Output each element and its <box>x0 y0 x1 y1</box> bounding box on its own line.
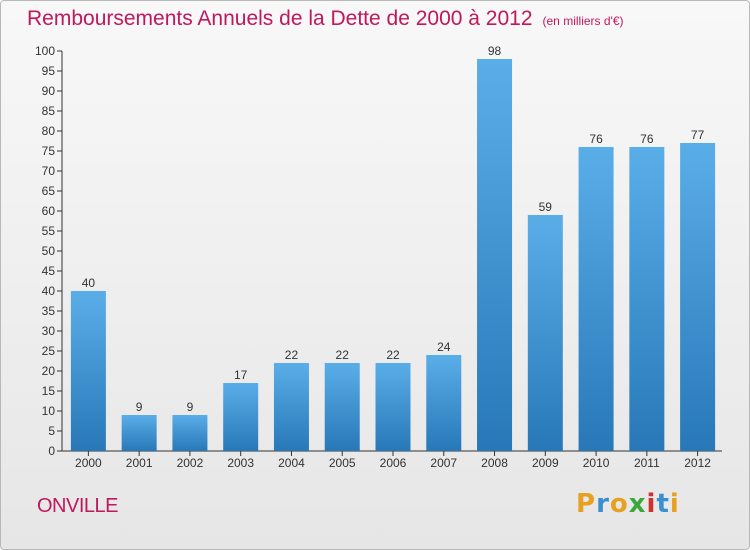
x-tick-label: 2010 <box>583 456 610 470</box>
x-tick-label: 2009 <box>532 456 559 470</box>
logo-letter: P <box>576 489 597 519</box>
bar <box>223 383 259 451</box>
y-tick-label: 100 <box>35 44 55 58</box>
y-tick-label: 60 <box>42 204 56 218</box>
bar-chart: 0 5 10 15 20 25 30 35 40 45 50 55 60 65 70 75 80 85 90 95 10… <box>35 44 722 470</box>
data-label: 22 <box>285 348 299 362</box>
place-name: ONVILLE <box>37 495 118 517</box>
bar <box>324 363 360 451</box>
data-label: 98 <box>488 44 502 58</box>
y-tick-label: 75 <box>42 144 56 158</box>
bar <box>121 415 157 451</box>
y-tick-label: 80 <box>42 124 56 138</box>
bar <box>680 143 716 451</box>
y-tick-label: 35 <box>42 304 56 318</box>
y-tick-label: 50 <box>42 244 56 258</box>
logo-letter: i <box>669 489 680 519</box>
y-tick-label: 20 <box>42 364 56 378</box>
y-tick-label: 10 <box>42 404 56 418</box>
y-tick-label: 15 <box>42 384 56 398</box>
logo-letter: r <box>596 489 610 519</box>
data-label: 59 <box>539 200 553 214</box>
proxiti-logo[interactable]: Proxiti <box>576 489 680 519</box>
bar <box>426 355 462 451</box>
y-tick-label: 45 <box>42 264 56 278</box>
x-tick-label: 2002 <box>177 456 204 470</box>
x-tick-label: 2008 <box>481 456 508 470</box>
data-label: 22 <box>386 348 400 362</box>
bar <box>70 291 106 451</box>
data-label: 77 <box>691 128 705 142</box>
logo-letter: o <box>609 489 629 519</box>
bar <box>477 59 513 451</box>
y-tick-label: 25 <box>42 344 56 358</box>
x-tick-label: 2003 <box>227 456 254 470</box>
y-tick-label: 5 <box>48 424 55 438</box>
y-tick-label: 65 <box>42 184 56 198</box>
bar <box>172 415 208 451</box>
data-label: 24 <box>437 340 451 354</box>
bar <box>578 147 614 451</box>
x-tick-label: 2007 <box>430 456 457 470</box>
y-tick-label: 90 <box>42 84 56 98</box>
x-tick-label: 2001 <box>126 456 153 470</box>
logo-letter: x <box>628 489 647 519</box>
x-tick-label: 2004 <box>278 456 305 470</box>
y-tick-label: 0 <box>48 444 55 458</box>
data-label: 22 <box>336 348 350 362</box>
logo-letter: t <box>656 489 670 519</box>
x-tick-label: 2000 <box>75 456 102 470</box>
logo-letter: i <box>646 489 657 519</box>
data-label: 40 <box>82 276 96 290</box>
y-tick-label: 40 <box>42 284 56 298</box>
data-label: 76 <box>640 132 654 146</box>
data-label: 17 <box>234 368 248 382</box>
data-label: 9 <box>187 400 194 414</box>
bar <box>527 215 563 451</box>
y-tick-label: 30 <box>42 324 56 338</box>
bar <box>629 147 665 451</box>
x-tick-label: 2005 <box>329 456 356 470</box>
bar <box>375 363 411 451</box>
y-tick-label: 70 <box>42 164 56 178</box>
data-label: 76 <box>589 132 603 146</box>
chart-title: Remboursements Annuels de la Dette de 20… <box>27 7 624 31</box>
x-tick-label: 2006 <box>380 456 407 470</box>
data-label: 9 <box>136 400 143 414</box>
x-tick-label: 2012 <box>684 456 711 470</box>
y-tick-label: 55 <box>42 224 56 238</box>
title-text: Remboursements Annuels de la Dette de 20… <box>27 7 533 30</box>
x-tick-label: 2011 <box>634 456 660 470</box>
bar <box>273 363 309 451</box>
y-tick-label: 85 <box>42 104 56 118</box>
y-tick-label: 95 <box>42 64 56 78</box>
unit-note: (en milliers d'€) <box>542 14 624 28</box>
